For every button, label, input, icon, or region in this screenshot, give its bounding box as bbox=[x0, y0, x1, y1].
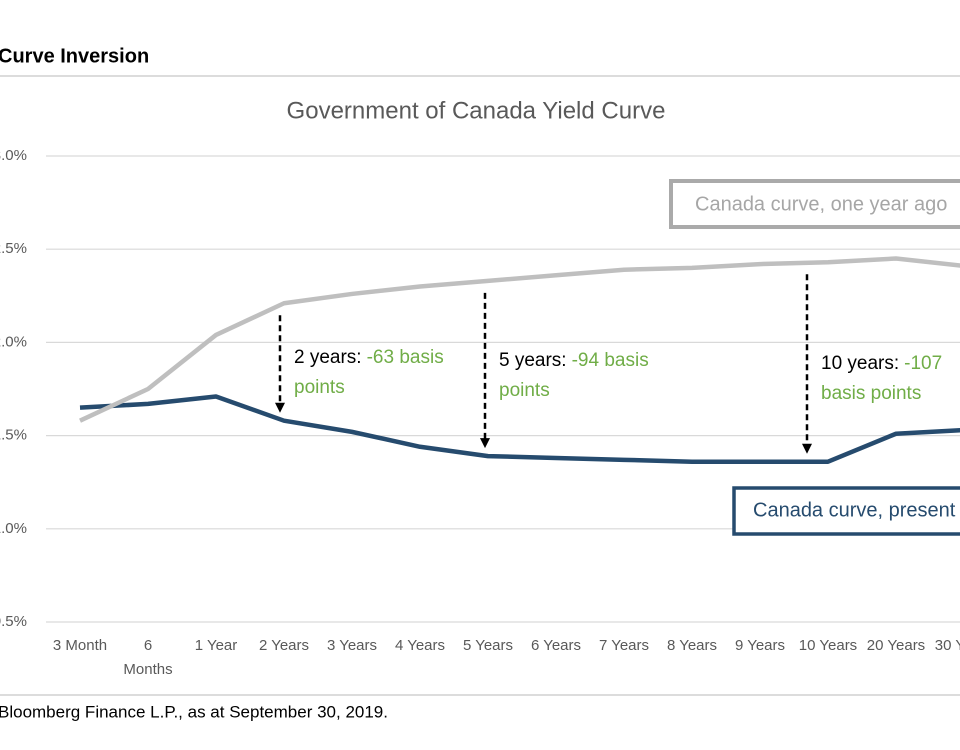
x-tick-label: 2 Years bbox=[258, 637, 310, 654]
x-tick-label: 30 Years bbox=[934, 637, 960, 654]
y-tick-label: 2.5% bbox=[0, 240, 27, 257]
annotation-label: 2 years: bbox=[294, 347, 362, 368]
annotation-text: -94 basis bbox=[572, 350, 649, 371]
annotation-text: -63 basis bbox=[367, 347, 444, 368]
annotation-label: 5 years: bbox=[499, 350, 567, 371]
annotation-label: 10 years: bbox=[821, 353, 899, 374]
chart-title: Government of Canada Yield Curve bbox=[287, 97, 666, 124]
x-tick-label: 10 Years bbox=[798, 637, 858, 654]
legend-label: Canada curve, one year ago bbox=[695, 193, 947, 215]
series-line bbox=[79, 394, 960, 464]
x-tick-label: 3 Month bbox=[52, 637, 108, 654]
legend-label: Canada curve, present bbox=[753, 499, 956, 521]
annotation: 2 years: -63 basis bbox=[294, 347, 444, 368]
x-tick-label: 6 Years bbox=[530, 637, 582, 654]
y-tick-label: 1.0% bbox=[0, 520, 27, 537]
source: Bloomberg Finance L.P., as at September … bbox=[0, 702, 388, 721]
legend-box bbox=[732, 486, 960, 536]
x-tick-label: 8 Years bbox=[666, 637, 718, 654]
arrow-head bbox=[275, 402, 285, 413]
y-tick-label: 3.0% bbox=[0, 147, 27, 164]
arrow-head bbox=[480, 438, 490, 449]
annotation-text: points bbox=[499, 380, 550, 401]
x-tick-label: 20 Years bbox=[866, 637, 926, 654]
annotation-text: basis points bbox=[821, 383, 921, 404]
annotation: 5 years: -94 basis bbox=[499, 350, 649, 371]
x-tick-label: 5 Years bbox=[462, 637, 514, 654]
page-title: Curve Inversion bbox=[0, 45, 149, 67]
y-tick-label: 2.0% bbox=[0, 333, 27, 350]
series-line bbox=[79, 256, 960, 423]
x-tick-label: 9 Years bbox=[734, 637, 786, 654]
x-tick-label: 6 Months bbox=[123, 637, 173, 678]
x-tick-label: 3 Years bbox=[326, 637, 378, 654]
arrow-head bbox=[802, 443, 812, 454]
annotation-text: -107 bbox=[904, 353, 942, 374]
x-tick-label: 7 Years bbox=[598, 637, 650, 654]
y-tick-label: 1.5% bbox=[0, 427, 27, 444]
x-tick-label: 1 Year bbox=[194, 637, 238, 654]
annotation-text: points bbox=[294, 377, 345, 398]
annotation: 10 years: -107 bbox=[821, 353, 942, 374]
x-tick-label: 4 Years bbox=[394, 637, 446, 654]
legend-box bbox=[669, 179, 960, 229]
y-tick-label: 0.5% bbox=[0, 613, 27, 630]
